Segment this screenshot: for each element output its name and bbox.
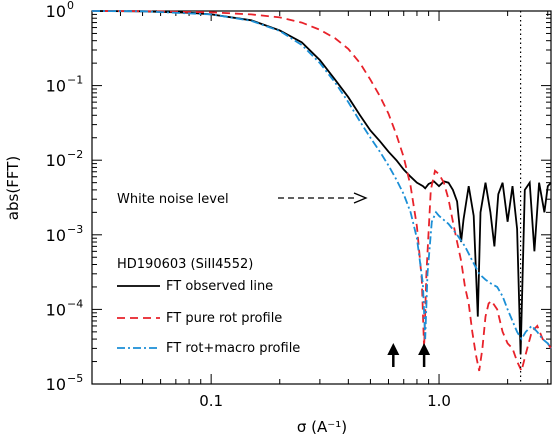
y-tick-exponent: −3 <box>67 223 83 236</box>
y-tick-exponent: 0 <box>67 0 74 12</box>
up-arrow-head-1 <box>387 343 400 355</box>
y-tick-exponent: −5 <box>67 372 83 385</box>
legend-title: HD190603 (SiII4552) <box>117 257 253 272</box>
y-tick-label: 10 <box>46 2 66 21</box>
legend-label-2: FT pure rot profile <box>166 311 282 326</box>
series-layer <box>91 10 552 374</box>
series-line-1 <box>91 10 552 355</box>
noise-level-label: White noise level <box>117 192 229 207</box>
x-tick-label: 1.0 <box>427 392 451 410</box>
series-line-2 <box>91 10 552 374</box>
series-line-3 <box>91 10 552 349</box>
legend: HD190603 (SiII4552) FT observed line FT p… <box>117 257 300 356</box>
y-tick-label: 10 <box>46 77 66 96</box>
y-tick-label: 10 <box>46 151 66 170</box>
y-tick-exponent: −2 <box>67 148 83 161</box>
y-axis-label: abs(FFT) <box>4 156 22 220</box>
y-tick-label: 10 <box>46 226 66 245</box>
up-arrow-head-2 <box>418 343 431 355</box>
y-tick-exponent: −4 <box>67 297 83 310</box>
legend-label-3: FT rot+macro profile <box>166 341 300 356</box>
x-axis-label: σ (A⁻¹) <box>297 418 347 436</box>
legend-label-1: FT observed line <box>166 279 273 294</box>
y-tick-label: 10 <box>46 300 66 319</box>
annotation-layer: White noise level <box>117 11 522 384</box>
plot-frame <box>91 10 552 385</box>
noise-arrow-head <box>353 192 368 204</box>
x-tick-label: 0.1 <box>199 392 223 410</box>
y-tick-label: 10 <box>46 375 66 394</box>
y-tick-exponent: −1 <box>67 74 83 87</box>
